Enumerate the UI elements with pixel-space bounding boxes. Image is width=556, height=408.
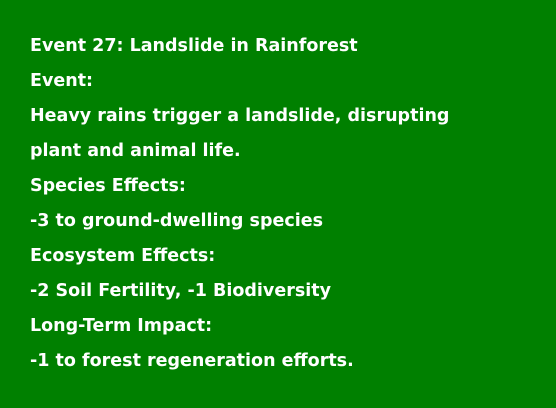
ecosystem-effects-heading: Ecosystem Effects:	[30, 246, 216, 266]
event-heading: Event:	[30, 71, 94, 91]
event-title: Event 27: Landslide in Rainforest	[30, 36, 358, 56]
event-description-line-1: Heavy rains trigger a landslide, disrupt…	[30, 106, 450, 126]
species-effects-text: -3 to ground-dwelling species	[30, 211, 324, 231]
species-effects-heading: Species Effects:	[30, 176, 186, 196]
long-term-impact-text: -1 to forest regeneration efforts.	[30, 351, 354, 371]
event-description-line-2: plant and animal life.	[30, 141, 241, 161]
long-term-impact-heading: Long-Term Impact:	[30, 316, 213, 336]
ecosystem-effects-text: -2 Soil Fertility, -1 Biodiversity	[30, 281, 332, 301]
